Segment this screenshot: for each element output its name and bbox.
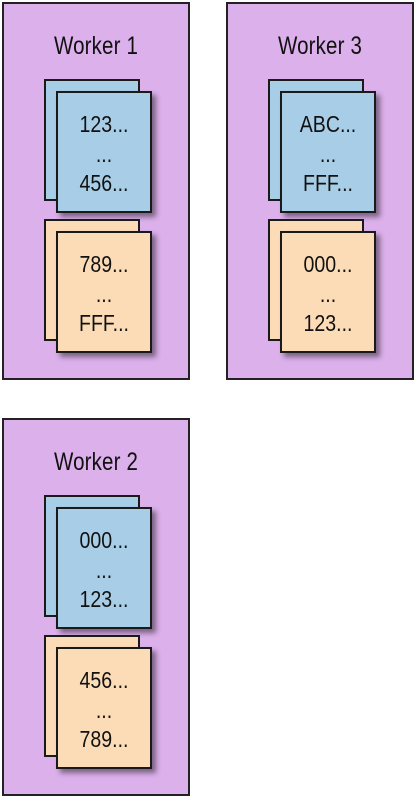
partition-range-ellipsis: ...: [319, 281, 337, 307]
partition-front-page: 456... ... 789...: [56, 647, 152, 769]
partition-front-page: 000... ... 123...: [56, 507, 152, 629]
partition-front-page: 789... ... FFF...: [56, 231, 152, 353]
partition-range-start: 789...: [79, 251, 129, 277]
partition-range-end: 456...: [79, 170, 129, 196]
worker-3-title: Worker 3: [277, 32, 363, 60]
partition-range-start: 456...: [79, 667, 129, 693]
partition-range-end: 789...: [79, 726, 129, 752]
partition-range-ellipsis: ...: [95, 281, 113, 307]
partition-range-start: ABC...: [299, 111, 357, 137]
worker-1-partition-2: 789... ... FFF...: [44, 219, 152, 353]
partition-range-start: 123...: [79, 111, 129, 137]
worker-3-partition-2: 000... ... 123...: [268, 219, 376, 353]
partition-range-end: FFF...: [79, 310, 129, 336]
worker-3-box: Worker 3 ABC... ... FFF... 000... ... 12…: [226, 2, 414, 380]
worker-2-title: Worker 2: [53, 448, 139, 476]
partition-range-start: 000...: [303, 251, 353, 277]
partition-range-ellipsis: ...: [319, 141, 337, 167]
worker-2-partition-2: 456... ... 789...: [44, 635, 152, 769]
worker-1-partition-1: 123... ... 456...: [44, 79, 152, 213]
worker-2-box: Worker 2 000... ... 123... 456... ... 78…: [2, 418, 190, 796]
partition-range-ellipsis: ...: [95, 557, 113, 583]
partition-range-end: FFF...: [303, 170, 353, 196]
partition-front-page: ABC... ... FFF...: [280, 91, 376, 213]
partition-range-start: 000...: [79, 527, 129, 553]
worker-1-box: Worker 1 123... ... 456... 789... ... FF…: [2, 2, 190, 380]
partition-range-ellipsis: ...: [95, 141, 113, 167]
partition-range-ellipsis: ...: [95, 697, 113, 723]
worker-2-partition-1: 000... ... 123...: [44, 495, 152, 629]
partition-front-page: 000... ... 123...: [280, 231, 376, 353]
partition-front-page: 123... ... 456...: [56, 91, 152, 213]
worker-1-title: Worker 1: [53, 32, 139, 60]
partition-range-end: 123...: [303, 310, 353, 336]
worker-3-partition-1: ABC... ... FFF...: [268, 79, 376, 213]
partition-range-end: 123...: [79, 586, 129, 612]
